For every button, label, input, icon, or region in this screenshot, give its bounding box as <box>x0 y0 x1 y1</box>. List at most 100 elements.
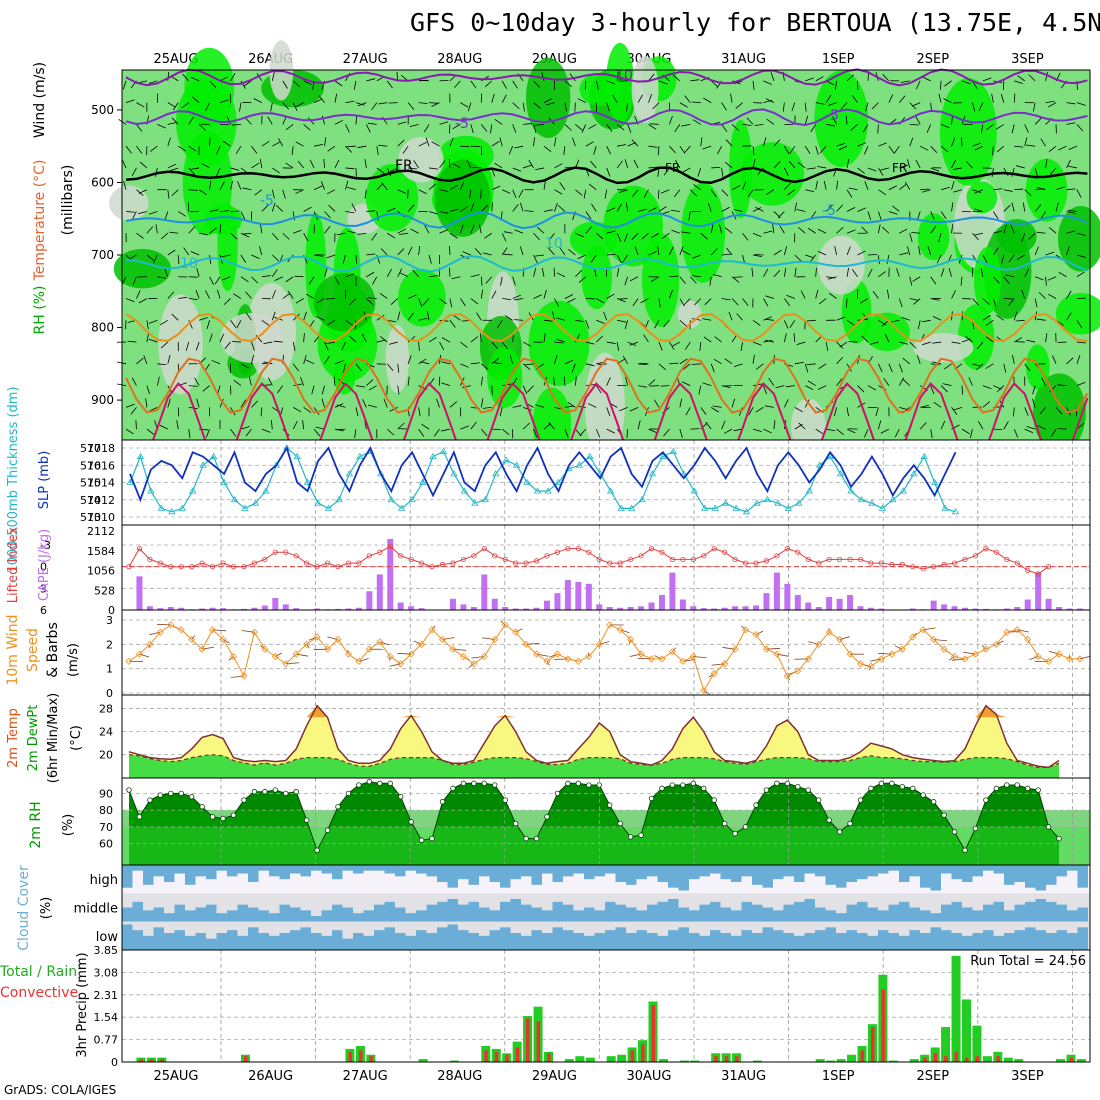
lifted-index-point <box>398 553 404 559</box>
cloud-bar-middle <box>720 907 731 922</box>
cloud-bar-low <box>164 933 175 950</box>
wind-barb <box>1040 211 1046 220</box>
wind-barb <box>460 145 470 148</box>
wind-barb <box>1003 363 1007 373</box>
wind-barb <box>904 181 911 190</box>
wind-barb <box>1050 428 1057 437</box>
wind-barb <box>423 124 430 133</box>
cloud-bar-low <box>783 933 794 950</box>
lifted-index-axis-label: Lifted Index <box>6 526 21 603</box>
wind-barb <box>1034 167 1038 177</box>
wind-barb <box>794 361 804 365</box>
cloud-bar-high <box>500 865 511 888</box>
wind-barb <box>683 298 691 306</box>
cape-bar <box>638 606 645 610</box>
cape-bar <box>658 595 665 610</box>
wind-barb <box>888 211 898 215</box>
wind-barb <box>672 74 681 82</box>
wind-barb <box>146 254 155 261</box>
wind-barb <box>579 428 587 437</box>
wind-barb <box>509 355 514 364</box>
wind-barb <box>606 102 610 112</box>
lifted-index-point <box>356 560 362 566</box>
cloud-bar-middle <box>195 907 206 922</box>
wind-barb <box>648 145 658 148</box>
cape-bar <box>240 608 247 610</box>
cloud-bar-high <box>1035 865 1046 891</box>
wind-barb-10m <box>948 656 955 661</box>
wind-barb <box>581 124 587 133</box>
wind-barb <box>409 124 419 128</box>
wind-barb <box>195 341 200 351</box>
cloud-bar-low <box>542 933 553 950</box>
wind-barb <box>827 276 837 280</box>
cloud-bar-high <box>584 865 595 880</box>
wind-barb <box>295 102 304 108</box>
cape-bar <box>335 608 341 610</box>
lifted-index-point <box>272 549 278 555</box>
lifted-index-point <box>366 553 372 559</box>
cloud-bar-low <box>657 935 668 950</box>
wind-barb <box>626 102 628 112</box>
cloud-bar-low <box>1035 930 1046 950</box>
footer-credit: GrADS: COLA/IGES <box>4 1083 117 1097</box>
wind-barb <box>733 363 743 368</box>
wind-barb <box>564 428 569 438</box>
temperature-contour <box>125 68 1088 87</box>
lifted-index-point <box>429 564 435 570</box>
wind-barb-10m <box>526 642 540 645</box>
wind-barb <box>469 189 472 199</box>
wind-barb <box>916 211 921 221</box>
wind-barb <box>519 246 524 256</box>
wind-barb <box>448 124 451 134</box>
wind-barb <box>543 98 553 104</box>
wind-barb <box>543 209 553 212</box>
precip-total-bar <box>972 1025 982 1062</box>
wind-barb <box>846 428 856 434</box>
cloud-bar-middle <box>1077 907 1088 922</box>
wind-barb <box>719 224 723 234</box>
wind-barb <box>920 188 930 191</box>
bottom-date-label: 2SEP <box>917 1069 950 1084</box>
wind-barb <box>441 361 451 365</box>
cloud-bar-middle <box>1046 901 1057 922</box>
wind-barb <box>752 159 756 169</box>
wind-barb <box>157 363 167 366</box>
wind-barb <box>178 296 188 299</box>
wind-barb <box>815 267 817 277</box>
cape-bar <box>397 602 404 610</box>
thickness-point <box>460 487 469 494</box>
wind-barb <box>622 355 628 365</box>
wind-barb <box>1047 293 1057 299</box>
wind-barb <box>230 320 237 328</box>
cloud-bar-low <box>962 935 973 950</box>
wind-barb <box>888 363 893 373</box>
wind-barb <box>480 124 488 132</box>
wind-barb <box>324 356 330 365</box>
wind-barb <box>940 145 949 153</box>
rh2m-point <box>241 797 247 803</box>
cloud-bar-low <box>825 927 836 950</box>
cloud-bar-high <box>773 865 784 880</box>
rh2m-point <box>899 783 905 790</box>
cloud-bar-high <box>216 865 227 871</box>
cloud-bar-middle <box>185 910 196 922</box>
wind-barb <box>209 80 217 88</box>
wind-barb <box>209 333 213 343</box>
lifted-index-point <box>627 556 634 563</box>
wind-barb <box>474 248 482 256</box>
wind-barb <box>291 146 294 156</box>
cloud-bar-middle <box>479 907 490 922</box>
wind-barb <box>752 207 762 212</box>
wind-barb <box>145 398 148 408</box>
wind-barb <box>146 333 149 343</box>
thickness-point <box>188 487 197 494</box>
wind-speed-point <box>177 626 185 634</box>
wind-barb <box>763 316 772 321</box>
wind-barb <box>688 211 691 221</box>
wind-barb <box>482 406 492 409</box>
wind-barb <box>627 124 632 133</box>
wind-barb <box>1013 311 1018 321</box>
wind-barb <box>1052 355 1057 364</box>
rh-blob <box>434 159 491 237</box>
